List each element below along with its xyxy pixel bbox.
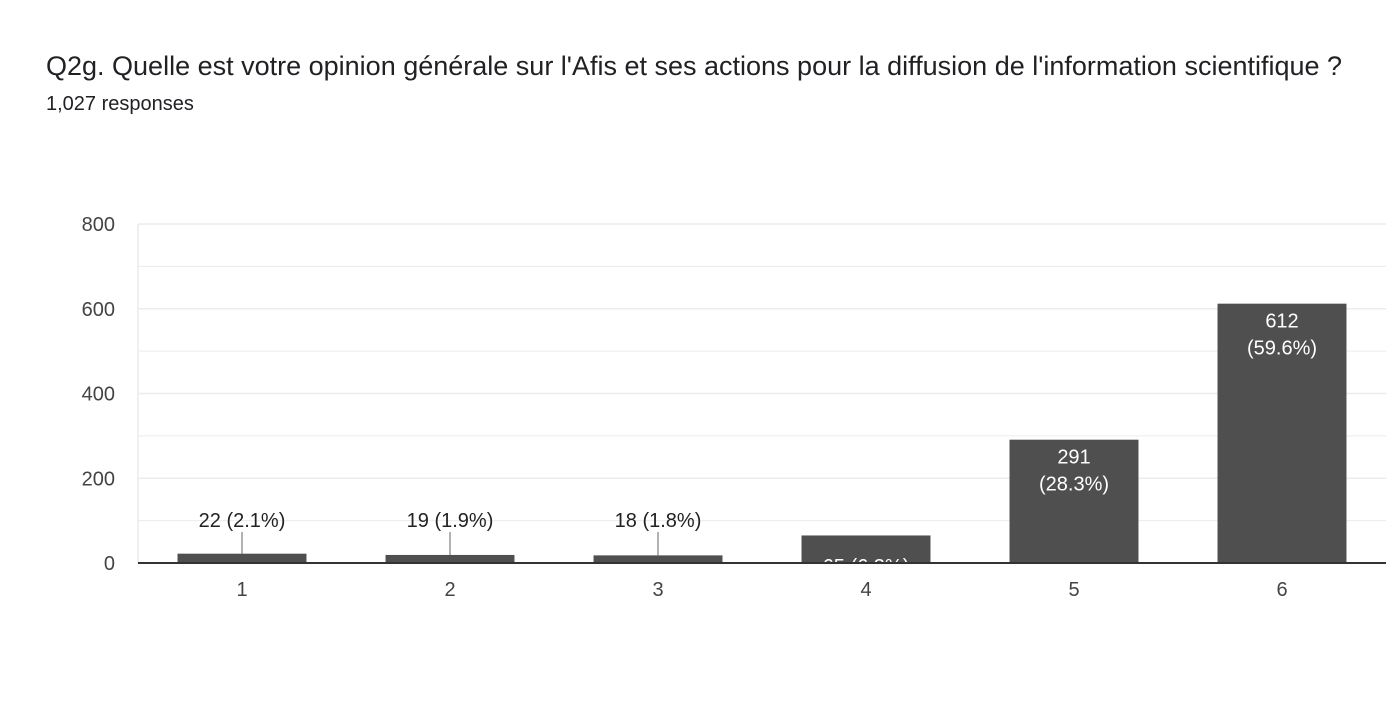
x-tick-label: 3 (652, 579, 663, 601)
bar (385, 554, 515, 563)
x-tick-label: 2 (444, 579, 455, 601)
data-label: 612 (1265, 311, 1298, 333)
bar (177, 553, 307, 563)
data-label: (59.6%) (1247, 338, 1317, 360)
x-tick-label: 6 (1276, 579, 1287, 601)
bar (593, 555, 723, 563)
y-tick-label: 200 (82, 468, 115, 490)
y-axis-ticks: 0 200 400 600 800 (82, 214, 115, 575)
data-label: 65 (6.3%) (823, 556, 910, 578)
y-tick-label: 600 (82, 299, 115, 321)
data-label: 19 (1.9%) (407, 510, 494, 532)
x-axis-ticks: 1 2 3 4 5 6 (236, 579, 1287, 601)
response-count: 1,027 responses (46, 93, 194, 115)
y-tick-label: 0 (104, 553, 115, 575)
y-tick-label: 400 (82, 384, 115, 406)
data-label: (28.3%) (1039, 474, 1109, 496)
data-label: 291 (1057, 447, 1090, 469)
y-tick-label: 800 (82, 214, 115, 236)
bar (1217, 303, 1347, 563)
data-label: 22 (2.1%) (199, 510, 286, 532)
bar (801, 535, 931, 563)
x-tick-label: 1 (236, 579, 247, 601)
bars (177, 303, 1347, 563)
bar (1009, 439, 1139, 563)
chart-title: Q2g. Quelle est votre opinion générale s… (46, 51, 1343, 81)
x-tick-label: 5 (1068, 579, 1079, 601)
chart-header: Q2g. Quelle est votre opinion générale s… (46, 44, 1346, 116)
grid-lines (137, 223, 1386, 563)
data-label: 18 (1.8%) (615, 510, 702, 532)
x-tick-label: 4 (860, 579, 871, 601)
data-labels: 22 (2.1%) 19 (1.9%) 18 (1.8%) 65 (6.3%) 291 (… (199, 311, 1317, 579)
